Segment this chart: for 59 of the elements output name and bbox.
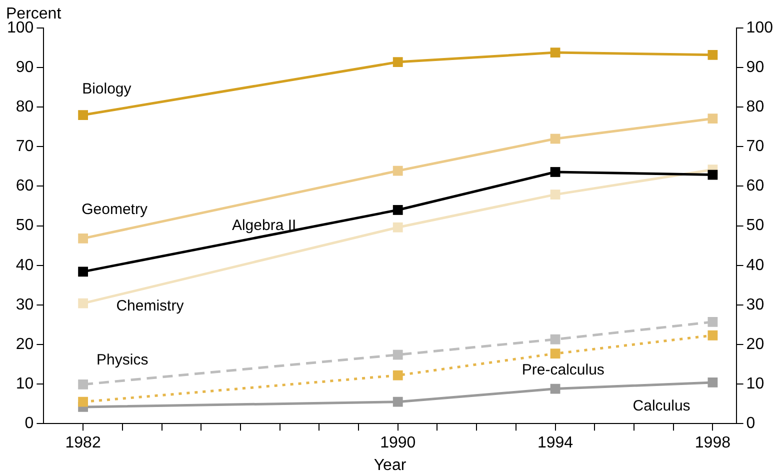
point: [392, 370, 403, 380]
y2-tick-label: 40: [746, 256, 764, 274]
y2-tick-label: 10: [746, 375, 764, 392]
x-tick-label: 1994: [537, 434, 574, 452]
point: [392, 205, 403, 215]
x-axis-title: Year: [374, 456, 407, 474]
point: [550, 134, 560, 144]
point: [392, 222, 403, 232]
y2-tick-label: 80: [746, 98, 764, 116]
point: [392, 57, 403, 67]
point: [78, 110, 88, 120]
point: [550, 334, 560, 344]
y-tick-label: 90: [16, 58, 34, 76]
point: [78, 266, 88, 277]
series-label: Biology: [82, 80, 132, 98]
point: [78, 396, 88, 407]
point: [392, 166, 403, 176]
y-tick-label: 80: [16, 98, 34, 116]
y-tick-label: 30: [16, 296, 34, 314]
y2-tick-label: 30: [746, 296, 764, 314]
x-tick-label: 1990: [380, 434, 416, 452]
series-label: Algebra II: [232, 216, 296, 234]
point: [392, 396, 403, 407]
point: [78, 379, 88, 390]
y-tick-label: 50: [16, 217, 34, 234]
y-tick-label: 60: [16, 178, 34, 195]
y-tick-label: 10: [16, 375, 34, 392]
point: [550, 190, 560, 200]
y2-tick-label: 0: [746, 415, 756, 432]
point: [78, 234, 88, 244]
y-tick-label: 40: [16, 256, 34, 274]
point: [78, 298, 88, 308]
series-label: Physics: [96, 351, 148, 368]
series-label: Chemistry: [116, 298, 184, 315]
y2-tick-label: 20: [746, 336, 764, 353]
y2-tick-label: 100: [746, 19, 774, 36]
x-tick-label: 1998: [694, 434, 731, 452]
point: [392, 350, 403, 360]
point: [708, 316, 718, 327]
series-label: Pre-calculus: [522, 361, 604, 378]
point: [708, 330, 718, 340]
point: [708, 50, 718, 60]
series-label: Calculus: [632, 397, 690, 414]
y2-tick-label: 50: [746, 217, 764, 234]
y-tick-label: 20: [16, 336, 34, 353]
x-tick-label: 1982: [65, 434, 101, 452]
y-tick-label: 70: [16, 138, 34, 156]
y2-tick-label: 60: [746, 178, 764, 195]
point: [550, 48, 560, 58]
y2-tick-label: 90: [746, 58, 764, 76]
point: [708, 114, 718, 124]
point: [708, 170, 718, 180]
point: [550, 384, 560, 394]
series-label: Geometry: [82, 201, 148, 218]
y2-tick-label: 70: [746, 138, 764, 156]
y-tick-label: 0: [24, 415, 34, 432]
point: [708, 378, 718, 388]
point: [550, 348, 560, 359]
point: [550, 167, 560, 177]
